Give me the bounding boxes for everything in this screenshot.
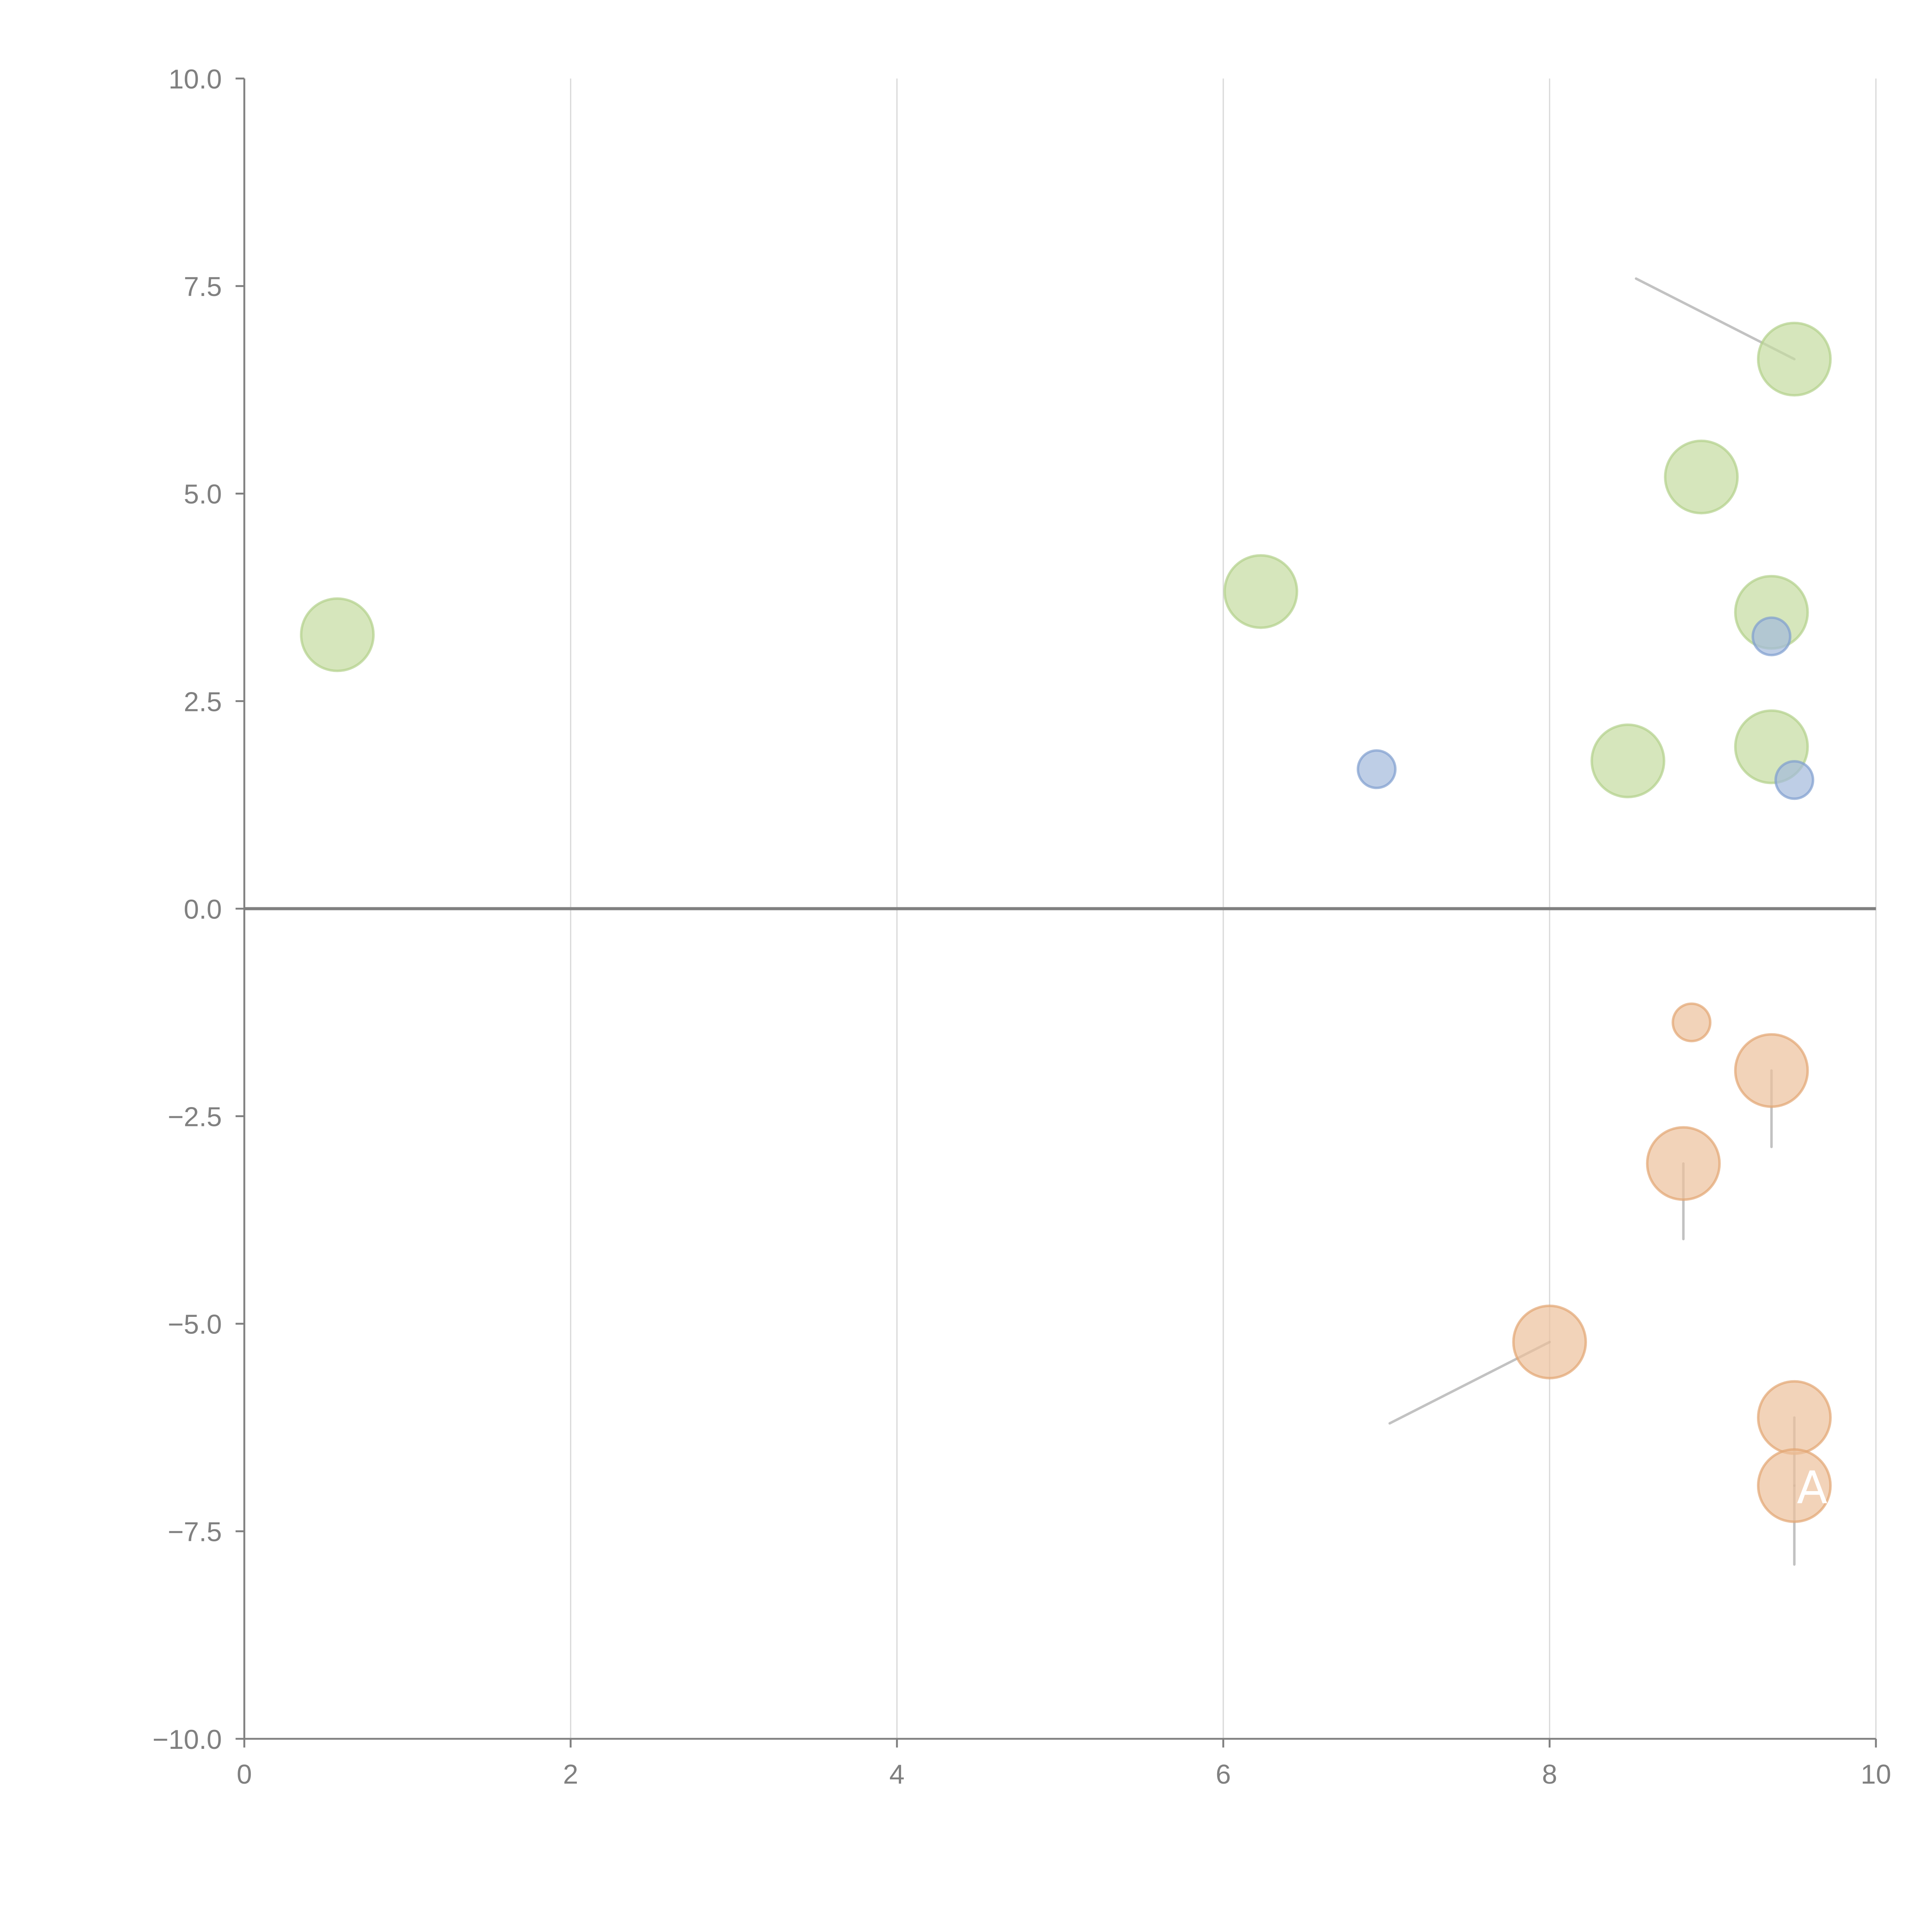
y-tick-label: −10.0	[153, 1725, 222, 1755]
point-label: A	[1797, 1462, 1827, 1514]
x-tick-label: 0	[237, 1759, 252, 1790]
x-tick-label: 8	[1542, 1759, 1557, 1790]
y-tick-label: 10.0	[168, 64, 222, 95]
orange-point	[1734, 1033, 1809, 1108]
orange-point	[1757, 1380, 1832, 1455]
green-point	[1223, 554, 1298, 629]
green-point	[1664, 439, 1739, 515]
y-tick-label: 5.0	[184, 479, 222, 510]
x-tick-label: 10	[1861, 1759, 1891, 1790]
y-tick-label: −5.0	[168, 1310, 222, 1340]
x-tick-label: 2	[563, 1759, 578, 1790]
y-tick-label: −2.5	[168, 1102, 222, 1133]
blue-point	[1774, 760, 1815, 800]
marks	[300, 321, 1832, 1523]
blue-point	[1751, 616, 1792, 656]
green-point	[300, 597, 375, 672]
y-tick-label: 2.5	[184, 687, 222, 717]
point-labels: A	[1797, 1462, 1827, 1514]
orange-point	[1672, 1002, 1712, 1043]
orange-point	[1757, 1448, 1832, 1523]
x-tick-label: 6	[1216, 1759, 1231, 1790]
green-point	[1757, 321, 1832, 397]
orange-point	[1646, 1126, 1721, 1201]
y-tick-label: 0.0	[184, 894, 222, 925]
green-point	[1590, 723, 1665, 798]
orange-point	[1512, 1304, 1587, 1379]
x-tick-label: 4	[889, 1759, 905, 1790]
blue-point	[1357, 749, 1397, 789]
y-tick-label: 7.5	[184, 272, 222, 302]
axes: 0 2 4 6 8 10 10.0 7.5 5.0 2.5 0.0 −2.5 −5.0 −7.5 −10.0	[153, 64, 1891, 1790]
y-tick-label: −7.5	[168, 1517, 222, 1548]
